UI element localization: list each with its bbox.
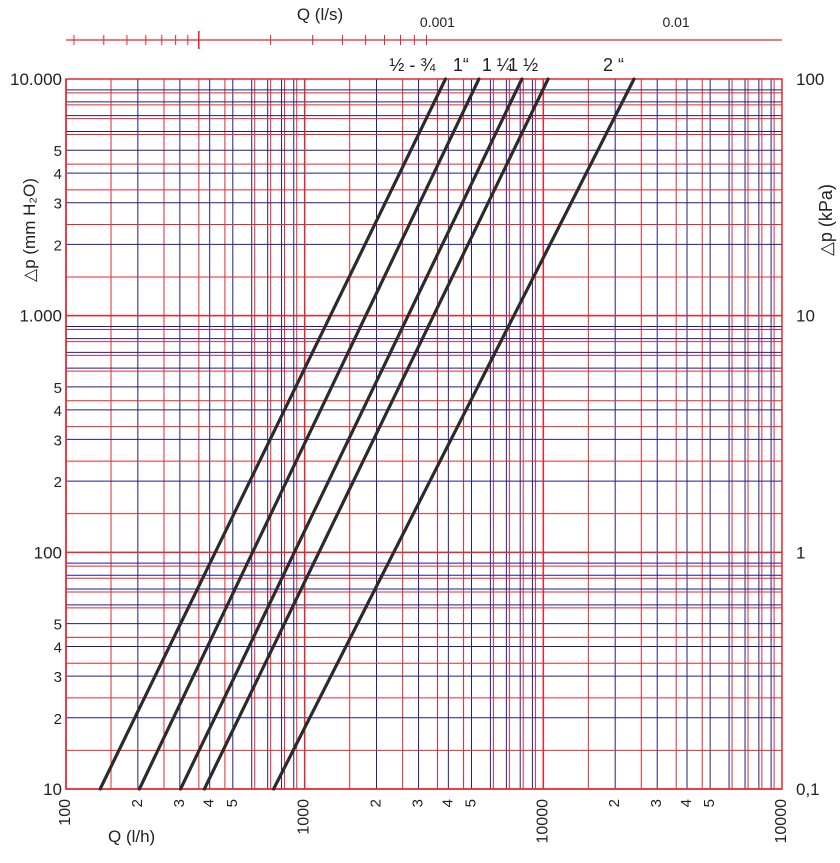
y-tick-label: 2 bbox=[54, 237, 62, 254]
x-tick-label: 10000 bbox=[773, 799, 790, 844]
y-tick-label: 1.000 bbox=[19, 307, 62, 326]
y-tick-label: 3 bbox=[54, 669, 62, 686]
right-y-tick-label: 0,1 bbox=[796, 780, 820, 799]
x-tick-label: 3 bbox=[171, 799, 188, 807]
series-line-3 bbox=[178, 77, 524, 791]
x-tick-label: 3 bbox=[410, 799, 427, 807]
x-tick-label: 2 bbox=[129, 799, 146, 807]
series-labels: ½ - ¾ 1“ 1 ¼1 ½ 2 “ bbox=[389, 55, 624, 75]
top-tick-label: 0.001 bbox=[420, 14, 455, 30]
y-tick-label: 3 bbox=[54, 196, 62, 213]
y-tick-label: 100 bbox=[34, 543, 62, 562]
x-tick-label: 3 bbox=[648, 799, 665, 807]
series-line-5 bbox=[271, 77, 636, 791]
right-y-tick-label: 10 bbox=[796, 307, 815, 326]
y-tick-label: 2 bbox=[54, 711, 62, 728]
plot-border bbox=[65, 78, 783, 790]
right-y-tick-label: 1 bbox=[796, 543, 805, 562]
x-axis-label: Q (l/h) bbox=[108, 827, 155, 846]
series-label-3: 1 ¼ bbox=[482, 55, 513, 75]
y-tick-label: 3 bbox=[54, 432, 62, 449]
y-tick-label: 5 bbox=[54, 143, 62, 160]
series-line-1 bbox=[98, 77, 448, 791]
y-tick-label: 2 bbox=[54, 474, 62, 491]
y-tick-label: 5 bbox=[54, 380, 62, 397]
right-y-axis-label: △p (kPa) bbox=[816, 184, 836, 256]
x-tick-label: 5 bbox=[224, 799, 241, 807]
y-tick-label: 5 bbox=[54, 617, 62, 634]
y-tick-label: 4 bbox=[54, 640, 62, 657]
right-y-tick-label: 100 bbox=[796, 70, 824, 89]
x-tick-label: 4 bbox=[201, 799, 218, 807]
series-line-4 bbox=[202, 77, 550, 791]
series-label-5: 2 “ bbox=[603, 55, 624, 75]
x-tick-label: 1000 bbox=[296, 799, 313, 835]
x-tick-label: 2 bbox=[368, 799, 385, 807]
x-tick-label: 4 bbox=[678, 799, 695, 807]
y-tick-label: 4 bbox=[54, 166, 62, 183]
y-axis-label: △p (mm H₂O) bbox=[20, 178, 39, 282]
y-tick-label: 10.000 bbox=[10, 70, 62, 89]
x-tick-label: 4 bbox=[439, 799, 456, 807]
x-tick-label: 5 bbox=[462, 799, 479, 807]
x-tick-label: 100 bbox=[57, 799, 74, 826]
grid bbox=[65, 78, 783, 790]
x-tick-label: 5 bbox=[701, 799, 718, 807]
series-label-2: 1“ bbox=[453, 55, 469, 75]
y-tick-label: 4 bbox=[54, 403, 62, 420]
series-label-4: 1 ½ bbox=[508, 55, 538, 75]
series-label-1: ½ - ¾ bbox=[389, 55, 436, 75]
y-tick-label: 10 bbox=[43, 780, 62, 799]
curves bbox=[98, 77, 636, 791]
top-tick-label: 0.01 bbox=[662, 14, 689, 30]
series-line-2 bbox=[137, 77, 481, 791]
x-tick-label: 10000 bbox=[534, 799, 551, 844]
top-axis-label: Q (l/s) bbox=[297, 5, 343, 24]
tick-labels: 100 2 3 4 5 1000 2 3 4 5 10000 2 3 4 5 1000010.00054321… bbox=[10, 14, 824, 844]
top-axis bbox=[66, 31, 782, 49]
x-tick-label: 2 bbox=[606, 799, 623, 807]
